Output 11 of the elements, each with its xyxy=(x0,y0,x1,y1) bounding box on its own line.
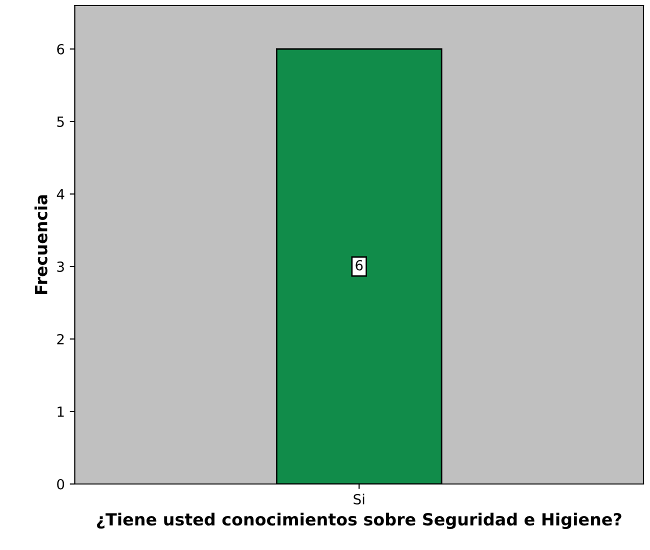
data-label: 6 xyxy=(356,260,363,271)
y-tick-label: 2 xyxy=(57,334,64,344)
x-tick-label: Si xyxy=(354,494,364,504)
y-tick-label: 0 xyxy=(57,478,64,490)
x-axis-title: ¿Tiene usted conocimientos sobre Seguridad e Higiene? xyxy=(96,512,622,529)
y-tick-label: 3 xyxy=(57,261,64,272)
y-tick-label: 6 xyxy=(57,44,64,54)
y-tick-label: 4 xyxy=(56,189,64,200)
y-tick-label: 1 xyxy=(58,406,64,417)
y-axis-title: Frecuencia xyxy=(34,195,48,294)
y-tick-label: 5 xyxy=(57,116,64,127)
